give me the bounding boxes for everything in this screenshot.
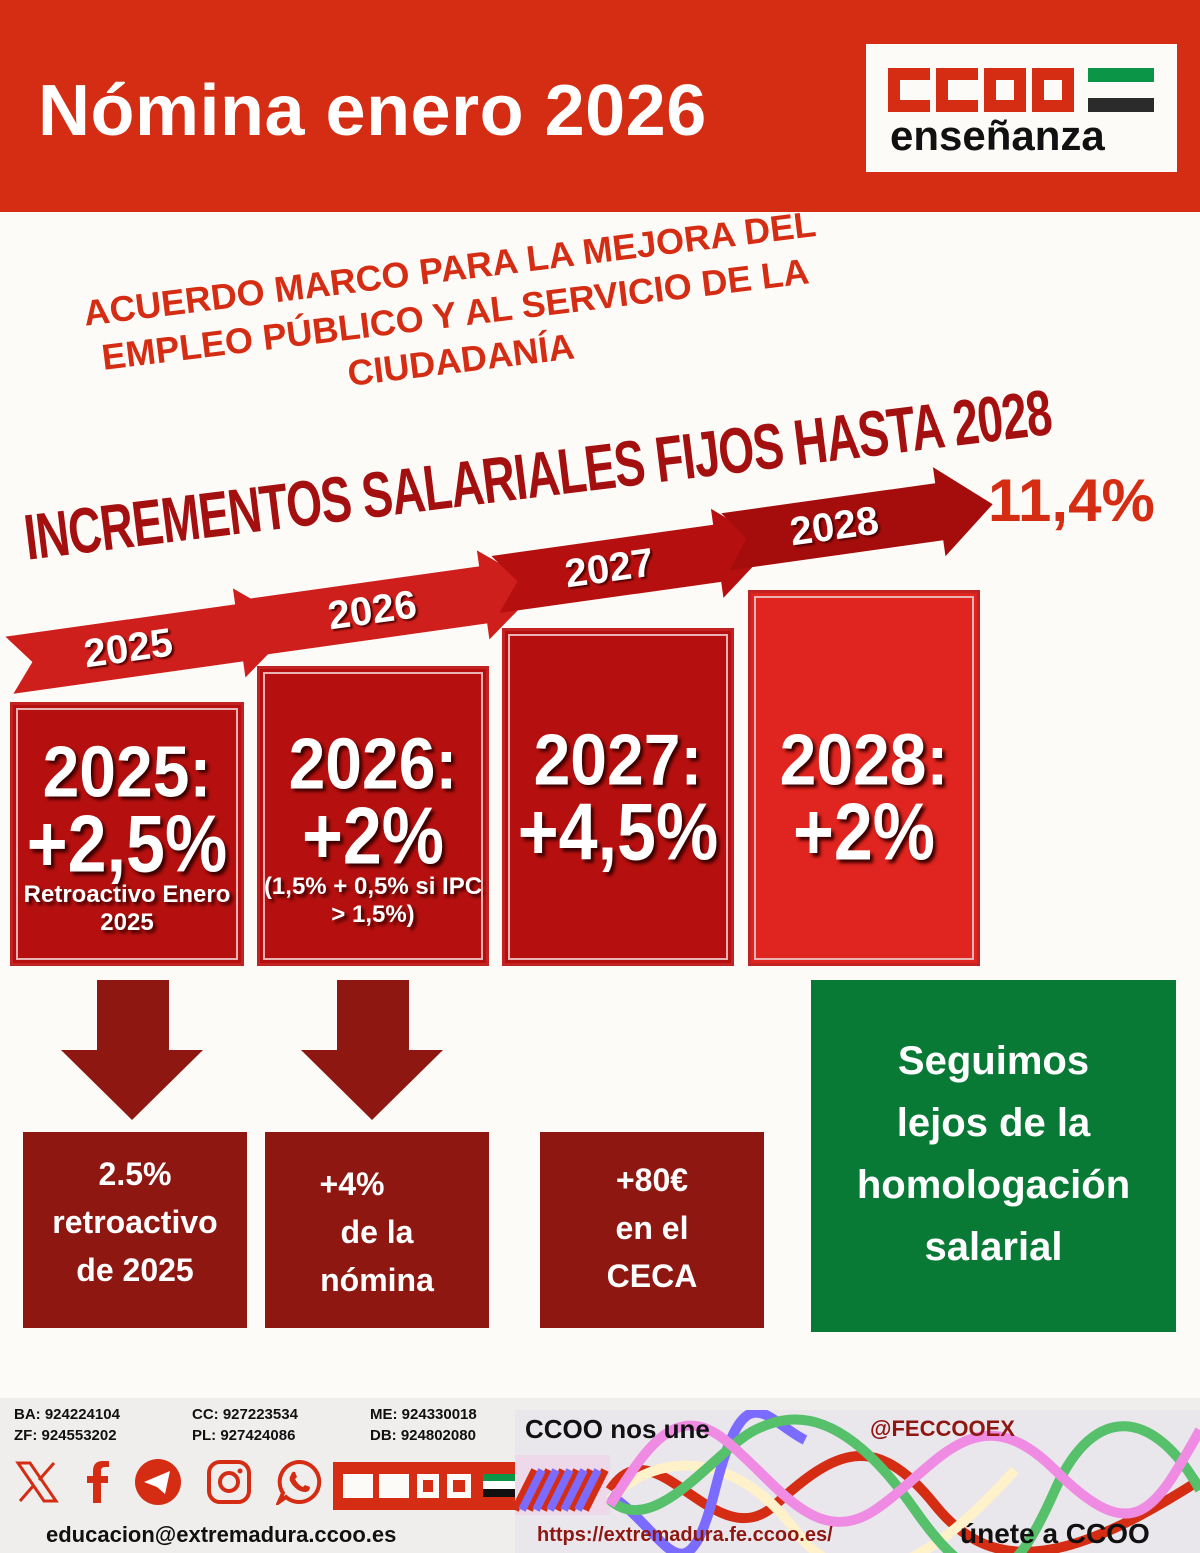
agreement-subtitle: ACUERDO MARCO PARA LA MEJORA DEL EMPLEO … bbox=[81, 203, 819, 394]
total-increase: 11,4% bbox=[988, 467, 1155, 534]
phone-db: DB: 924802080 bbox=[370, 1427, 476, 1444]
info-card-ceca: +80€ en el CECA bbox=[540, 1132, 764, 1328]
extremadura-flag-icon bbox=[1088, 68, 1154, 112]
whatsapp-icon[interactable] bbox=[276, 1459, 322, 1505]
phone-pl: PL: 927424086 bbox=[192, 1427, 296, 1444]
pct-card-2026: 2026: +2% (1,5% + 0,5% si IPC > 1,5%) bbox=[257, 666, 489, 966]
instagram-icon[interactable] bbox=[206, 1459, 252, 1505]
ccoo-logo-blocks bbox=[888, 68, 1074, 112]
website-link[interactable]: https://extremadura.fe.ccoo.es/ bbox=[537, 1524, 833, 1546]
footer-ccoo-logo bbox=[333, 1462, 518, 1510]
down-arrow-icon bbox=[301, 980, 443, 1120]
braided-ribbons-graphic bbox=[515, 1410, 1200, 1553]
ccoo-ensenanza-logo: enseñanza bbox=[866, 44, 1177, 172]
pct-card-2028: 2028: +2% bbox=[748, 590, 980, 966]
page-title: Nómina enero 2026 bbox=[38, 71, 707, 151]
phone-ba: BA: 924224104 bbox=[14, 1406, 120, 1423]
info-card-payroll: +4% de la nómina bbox=[265, 1132, 489, 1328]
phone-me: ME: 924330018 bbox=[370, 1406, 477, 1423]
telegram-icon[interactable] bbox=[134, 1458, 182, 1506]
phone-zf: ZF: 924553202 bbox=[14, 1427, 117, 1444]
facebook-icon[interactable] bbox=[84, 1459, 110, 1505]
contact-email[interactable]: educacion@extremadura.ccoo.es bbox=[46, 1522, 397, 1547]
phone-cc: CC: 927223534 bbox=[192, 1406, 298, 1423]
phone-list: BA: 924224104 CC: 927223534 ME: 92433001… bbox=[14, 1406, 540, 1444]
social-handle[interactable]: @FECCOOEX bbox=[870, 1416, 1015, 1441]
promo-slogan: CCOO nos une bbox=[525, 1414, 710, 1444]
homologation-message: Seguimos lejos de la homologación salarial bbox=[811, 980, 1176, 1332]
pct-card-2027: 2027: +4,5% bbox=[502, 628, 734, 966]
join-ccoo-text: únete a CCOO bbox=[960, 1518, 1150, 1549]
extremadura-flag-icon bbox=[483, 1474, 516, 1498]
pct-card-2025: 2025: +2,5% Retroactivo Enero 2025 bbox=[10, 702, 244, 966]
header-bar: Nómina enero 2026 enseñanza bbox=[0, 0, 1200, 212]
promo-banner: CCOO nos une @FECCOOEX https://extremadu… bbox=[515, 1410, 1200, 1553]
x-icon[interactable] bbox=[14, 1459, 60, 1505]
info-card-retroactive: 2.5% retroactivo de 2025 bbox=[23, 1132, 247, 1328]
footer: BA: 924224104 CC: 927223534 ME: 92433001… bbox=[0, 1398, 1200, 1553]
logo-text: enseñanza bbox=[890, 112, 1105, 159]
social-links bbox=[14, 1458, 322, 1506]
down-arrow-icon bbox=[61, 980, 203, 1120]
